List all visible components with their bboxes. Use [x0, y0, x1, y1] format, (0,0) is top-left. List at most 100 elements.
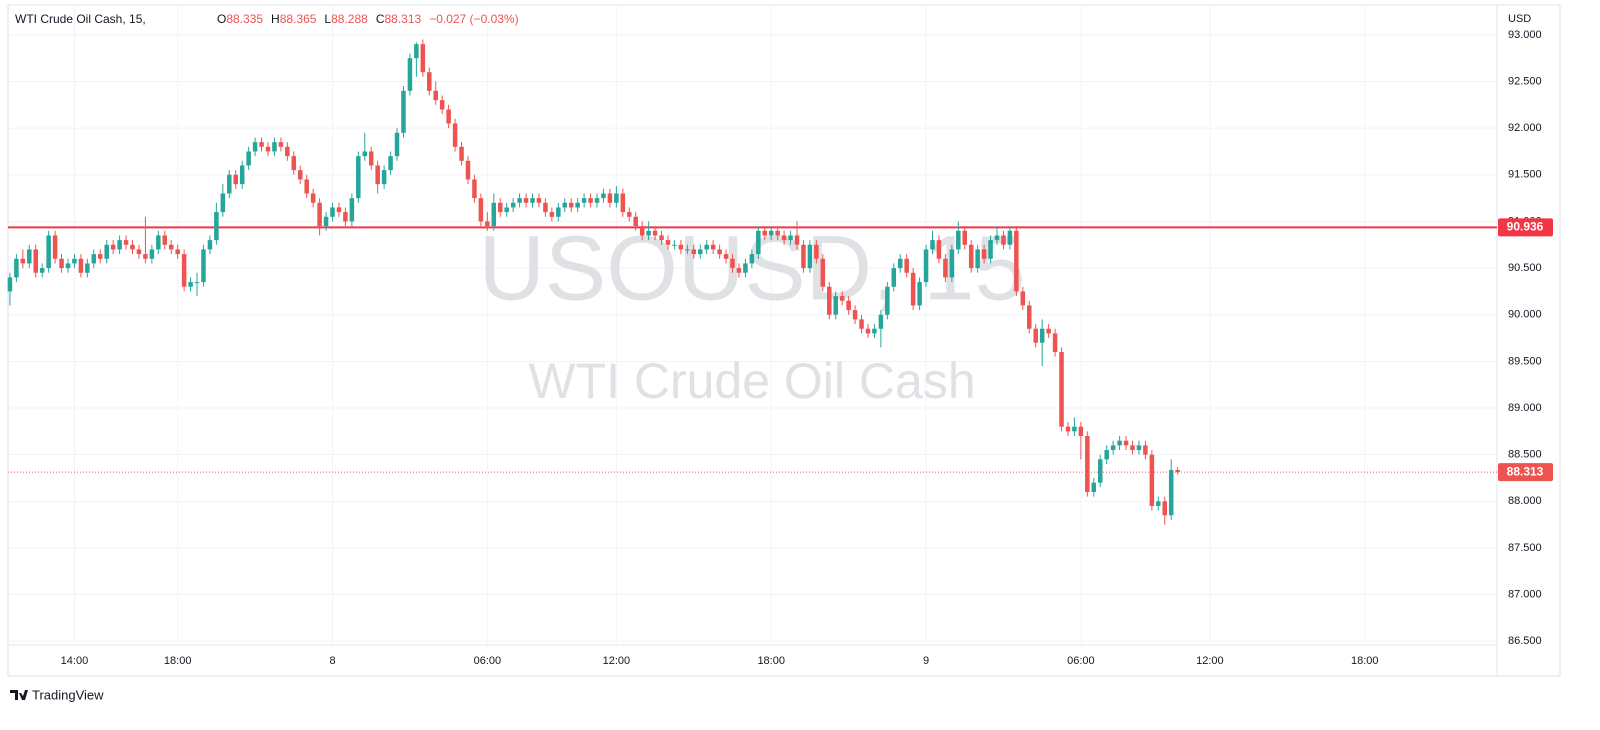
candle-body — [394, 132, 400, 157]
candle-body — [530, 198, 535, 203]
candle-body — [265, 146, 271, 152]
candle-body — [568, 202, 574, 208]
candle-body — [878, 314, 884, 329]
x-tick-label: 12:00 — [603, 655, 631, 667]
candle-body — [891, 268, 897, 287]
y-tick-label: 88.000 — [1508, 495, 1542, 507]
candle-body — [427, 72, 432, 91]
candle-body — [97, 254, 103, 259]
candle-body — [1110, 445, 1116, 451]
candle-body — [865, 328, 871, 334]
candle-body — [330, 207, 335, 217]
y-tick-label: 86.500 — [1508, 635, 1542, 647]
candle-body — [1162, 501, 1168, 516]
candle-body — [523, 198, 529, 203]
candle-body — [362, 151, 368, 157]
candle-body — [556, 207, 561, 217]
candle-body — [472, 179, 477, 199]
candle-body — [936, 240, 942, 259]
candle-body — [304, 179, 309, 194]
legend-change: −0.027 (−0.03%) — [429, 12, 518, 26]
candle-body — [807, 244, 813, 269]
candle-body — [317, 202, 322, 227]
candle-body — [46, 235, 51, 269]
candle-body — [439, 100, 445, 110]
candle-body — [272, 142, 277, 152]
legend-letter: C — [376, 12, 385, 26]
candle-body — [852, 310, 858, 320]
candle-body — [214, 212, 219, 241]
candle-body — [994, 235, 1000, 241]
candle-body — [678, 244, 684, 250]
candle-body — [1085, 436, 1090, 492]
candle-body — [768, 230, 774, 236]
y-tick-label: 87.500 — [1508, 542, 1542, 554]
candle-body — [59, 258, 64, 269]
candle-body — [620, 193, 626, 213]
candle-body — [336, 207, 342, 213]
candle-body — [323, 216, 329, 227]
candle-body — [665, 240, 671, 245]
candle-body — [452, 123, 458, 147]
candle-body — [691, 249, 697, 255]
candle-body — [543, 202, 548, 213]
candle-body — [749, 254, 755, 264]
candle-body — [497, 202, 503, 213]
candle-body — [246, 151, 251, 166]
candle-body — [381, 170, 387, 185]
candle-body — [1104, 450, 1109, 460]
candle-body — [1091, 482, 1097, 492]
y-tick-label: 89.000 — [1508, 402, 1542, 414]
candle-body — [72, 258, 77, 264]
candle-body — [827, 286, 832, 315]
legend-value: 88.365 — [280, 12, 317, 26]
x-tick-label: 18:00 — [1351, 655, 1379, 667]
watermark-name: WTI Crude Oil Cash — [528, 353, 975, 409]
candle-body — [278, 142, 284, 147]
candle-body — [194, 282, 200, 284]
candle-body — [1007, 230, 1013, 245]
candle-body — [897, 258, 903, 269]
candle-body — [736, 268, 742, 273]
candle-body — [181, 254, 187, 287]
legend-value: 88.335 — [226, 12, 263, 26]
x-tick-label: 14:00 — [61, 655, 89, 667]
candle-body — [20, 258, 26, 264]
candle-body — [33, 249, 38, 273]
y-tick-label: 89.500 — [1508, 355, 1542, 367]
candle-body — [743, 263, 748, 273]
candle-body — [259, 142, 264, 147]
candle-body — [601, 193, 606, 199]
candle-body — [168, 244, 174, 250]
brand: TradingView — [32, 687, 104, 702]
candle-body — [227, 174, 232, 194]
candle-body — [697, 249, 703, 255]
candle-body — [7, 277, 13, 292]
candle-body — [549, 212, 555, 217]
candle-body — [639, 226, 645, 236]
candle-body — [78, 258, 84, 273]
candle-body — [117, 240, 122, 250]
y-tick-label: 90.000 — [1508, 309, 1542, 321]
y-tick-label: 87.000 — [1508, 589, 1542, 601]
candle-body — [633, 216, 638, 227]
candle-body — [575, 202, 580, 208]
candle-body — [85, 263, 90, 273]
candle-body — [1168, 470, 1174, 516]
candle-body — [859, 319, 864, 329]
candle-body — [110, 244, 116, 250]
candle-body — [781, 235, 787, 241]
candle-body — [156, 235, 161, 250]
x-tick-label: 18:00 — [164, 655, 192, 667]
candle-body — [123, 240, 129, 245]
candle-body — [130, 244, 135, 250]
y-tick-label: 91.500 — [1508, 169, 1542, 181]
candle-body — [581, 198, 587, 203]
candle-body — [962, 230, 968, 245]
candle-body — [504, 207, 509, 213]
candle-body — [923, 249, 929, 283]
chart-title: WTI Crude Oil Cash, 15, — [15, 12, 146, 26]
candle-body — [207, 240, 213, 250]
candle-body — [1078, 426, 1084, 437]
